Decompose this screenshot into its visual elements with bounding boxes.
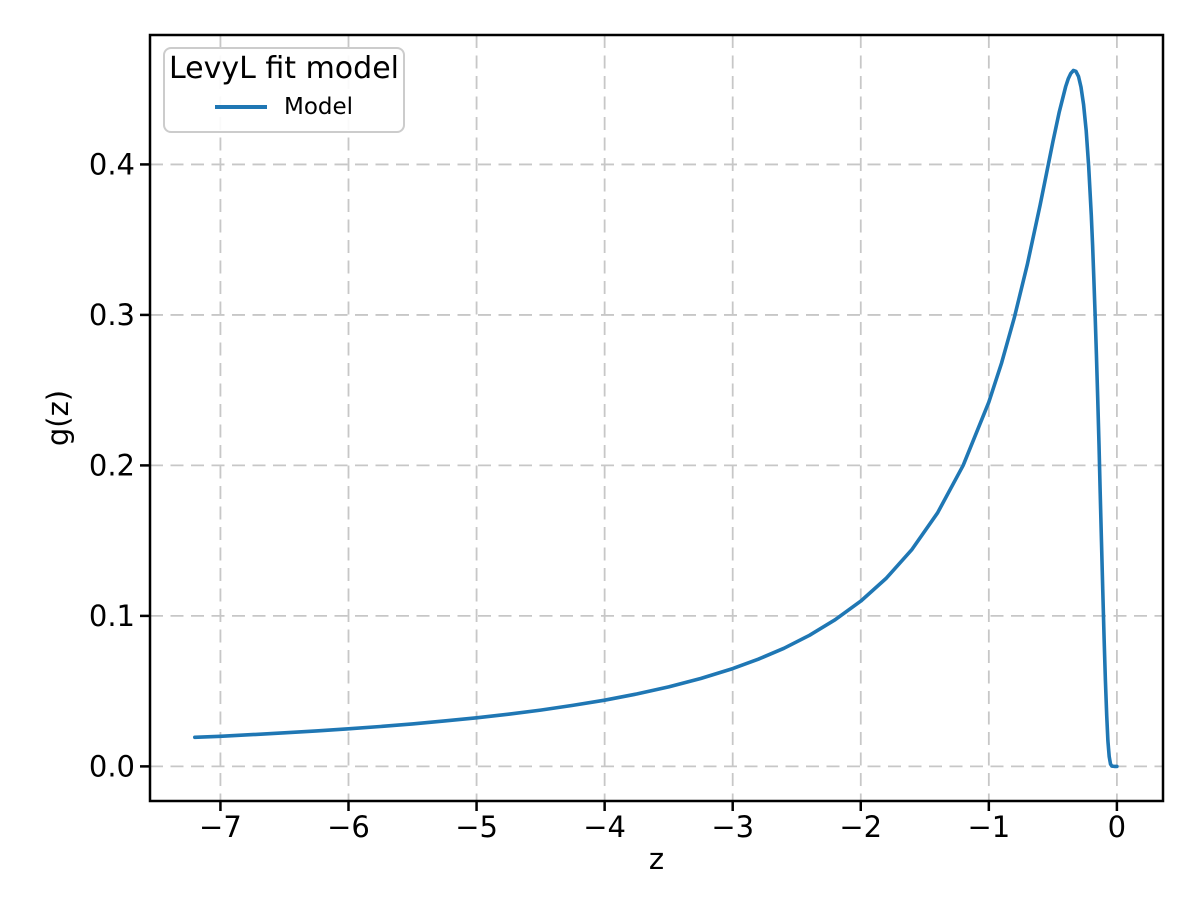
y-axis-label: g(z): [41, 389, 75, 447]
plot-frame: [148, 33, 1165, 803]
legend: LevyL fit model Model: [163, 47, 405, 133]
y-tick-label: 0.0: [89, 749, 135, 783]
model-curve: [193, 68, 1119, 769]
legend-line-sample-icon: [214, 105, 267, 109]
x-tick-label: −5: [455, 810, 498, 844]
y-tick-label: 0.1: [89, 599, 135, 633]
x-axis-label: z: [648, 842, 665, 876]
x-tick-label: −2: [839, 810, 882, 844]
x-tick-label: 0: [1108, 810, 1126, 844]
x-tick-label: −7: [199, 810, 242, 844]
y-tick-label: 0.2: [89, 448, 135, 482]
legend-entry-label: Model: [283, 94, 354, 120]
y-tick-label: 0.4: [89, 147, 135, 181]
legend-entry: Model: [214, 93, 354, 121]
x-tick-label: −6: [327, 810, 370, 844]
y-tick-label: 0.3: [89, 298, 135, 332]
legend-title: LevyL fit model: [168, 51, 399, 86]
x-tick-label: −1: [967, 810, 1010, 844]
x-tick-label: −3: [711, 810, 754, 844]
x-tick-label: −4: [583, 810, 626, 844]
